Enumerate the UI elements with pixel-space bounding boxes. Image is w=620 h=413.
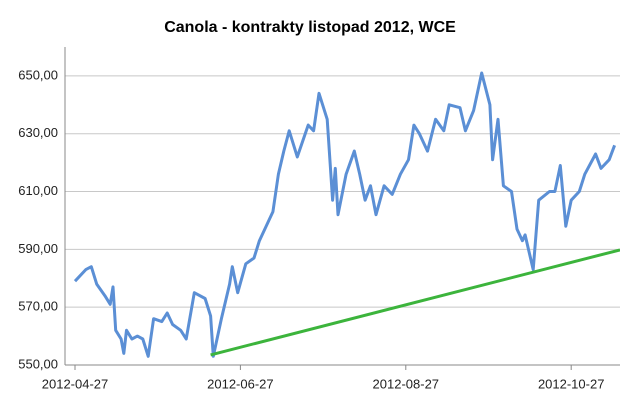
y-tick-label: 570,00 xyxy=(18,299,58,314)
line-series xyxy=(210,248,620,357)
line-series xyxy=(73,71,617,358)
y-tick-label: 590,00 xyxy=(18,241,58,256)
chart-title: Canola - kontrakty listopad 2012, WCE xyxy=(164,19,456,36)
x-tick-label: 2012-06-27 xyxy=(207,376,274,391)
y-tick-label: 630,00 xyxy=(18,125,58,140)
x-tick-label: 2012-08-27 xyxy=(373,376,440,391)
x-tick-label: 2012-04-27 xyxy=(42,376,109,391)
x-tick-label: 2012-10-27 xyxy=(538,376,605,391)
y-tick-label: 650,00 xyxy=(18,67,58,82)
y-tick-label: 610,00 xyxy=(18,183,58,198)
y-tick-label: 550,00 xyxy=(18,356,58,371)
